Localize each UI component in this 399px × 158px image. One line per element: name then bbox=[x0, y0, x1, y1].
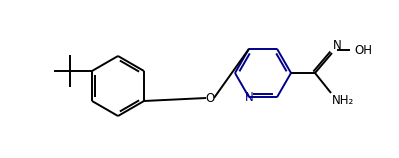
Text: N: N bbox=[333, 39, 342, 52]
Text: OH: OH bbox=[354, 43, 372, 57]
Text: NH₂: NH₂ bbox=[332, 94, 354, 107]
Text: N: N bbox=[245, 91, 253, 104]
Text: O: O bbox=[205, 91, 215, 104]
